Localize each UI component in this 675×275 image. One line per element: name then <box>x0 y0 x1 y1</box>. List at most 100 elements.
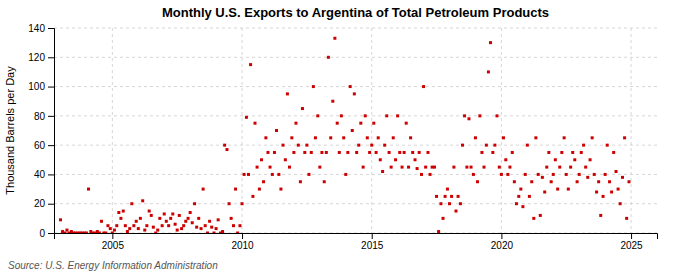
point <box>359 122 362 125</box>
point <box>565 173 568 176</box>
point <box>375 151 378 154</box>
point <box>158 217 161 220</box>
point <box>294 122 297 125</box>
point <box>480 151 483 154</box>
point <box>132 224 135 227</box>
point <box>532 217 535 220</box>
point <box>204 224 207 227</box>
point <box>126 230 129 233</box>
point <box>504 158 507 161</box>
point <box>390 166 393 169</box>
y-tick-mark <box>48 174 54 175</box>
point <box>156 229 159 232</box>
point <box>152 226 155 229</box>
point <box>493 144 496 147</box>
point <box>560 151 563 154</box>
y-tick: 120 <box>28 52 54 63</box>
point <box>128 227 131 230</box>
point <box>130 202 133 205</box>
point <box>165 220 168 223</box>
x-tick: 2020 <box>491 233 514 251</box>
point <box>260 158 263 161</box>
point <box>167 224 170 227</box>
point <box>426 151 429 154</box>
point <box>608 180 611 183</box>
point <box>249 63 252 66</box>
point <box>515 202 518 205</box>
point <box>245 116 248 119</box>
point <box>539 214 542 217</box>
point <box>282 144 285 147</box>
y-grid-line <box>54 203 657 204</box>
point <box>303 151 306 154</box>
point <box>98 232 101 234</box>
point <box>104 232 107 234</box>
point <box>422 85 425 88</box>
point <box>567 188 570 191</box>
x-tick-mark <box>242 233 243 239</box>
y-tick: 20 <box>34 198 54 209</box>
point <box>314 136 317 139</box>
point <box>388 151 391 154</box>
y-tick-label: 60 <box>34 140 46 151</box>
point <box>483 166 486 169</box>
y-tick-label: 120 <box>28 52 45 63</box>
point <box>344 173 347 176</box>
point <box>571 151 574 154</box>
point <box>377 136 380 139</box>
point <box>502 136 505 139</box>
points <box>59 37 631 233</box>
x-tick-label: 2025 <box>620 240 643 251</box>
point <box>556 188 559 191</box>
point <box>236 232 239 234</box>
point <box>452 166 455 169</box>
point <box>537 173 540 176</box>
point <box>119 217 122 220</box>
title: Monthly U.S. Exports to Argentina of Tot… <box>162 5 549 20</box>
x-grid-line <box>631 28 632 233</box>
point <box>414 158 417 161</box>
point <box>511 151 514 154</box>
point <box>366 136 369 139</box>
y-tick-label: 100 <box>28 81 45 92</box>
point <box>526 144 529 147</box>
point <box>169 217 172 220</box>
point <box>63 232 66 234</box>
y-axis: 020406080100120140 <box>28 23 54 239</box>
point <box>161 224 164 227</box>
point <box>258 188 261 191</box>
x-tick-label: 2015 <box>361 240 384 251</box>
point <box>444 195 447 198</box>
point <box>87 188 90 191</box>
point <box>487 70 490 73</box>
point <box>150 214 153 217</box>
point <box>597 180 600 183</box>
plot-area: 20052010201520202025020406080100120140 <box>28 23 657 251</box>
point <box>586 176 589 179</box>
point <box>310 151 313 154</box>
point <box>485 144 488 147</box>
point <box>325 151 328 154</box>
point <box>578 173 581 176</box>
point <box>163 212 166 215</box>
point <box>189 211 192 214</box>
point <box>180 227 183 230</box>
point <box>606 144 609 147</box>
y-grid-line <box>54 174 657 175</box>
y-tick-label: 0 <box>39 228 45 239</box>
point <box>495 114 498 117</box>
point <box>435 195 438 198</box>
point <box>215 227 218 230</box>
point <box>279 188 282 191</box>
y-tick: 0 <box>39 228 54 239</box>
y-tick-label: 40 <box>34 169 46 180</box>
point <box>591 136 594 139</box>
point <box>576 180 579 183</box>
point <box>221 230 224 233</box>
point <box>573 158 576 161</box>
point <box>619 202 622 205</box>
point <box>297 144 300 147</box>
point <box>290 136 293 139</box>
x-tick: 2010 <box>231 233 254 251</box>
point <box>558 166 561 169</box>
